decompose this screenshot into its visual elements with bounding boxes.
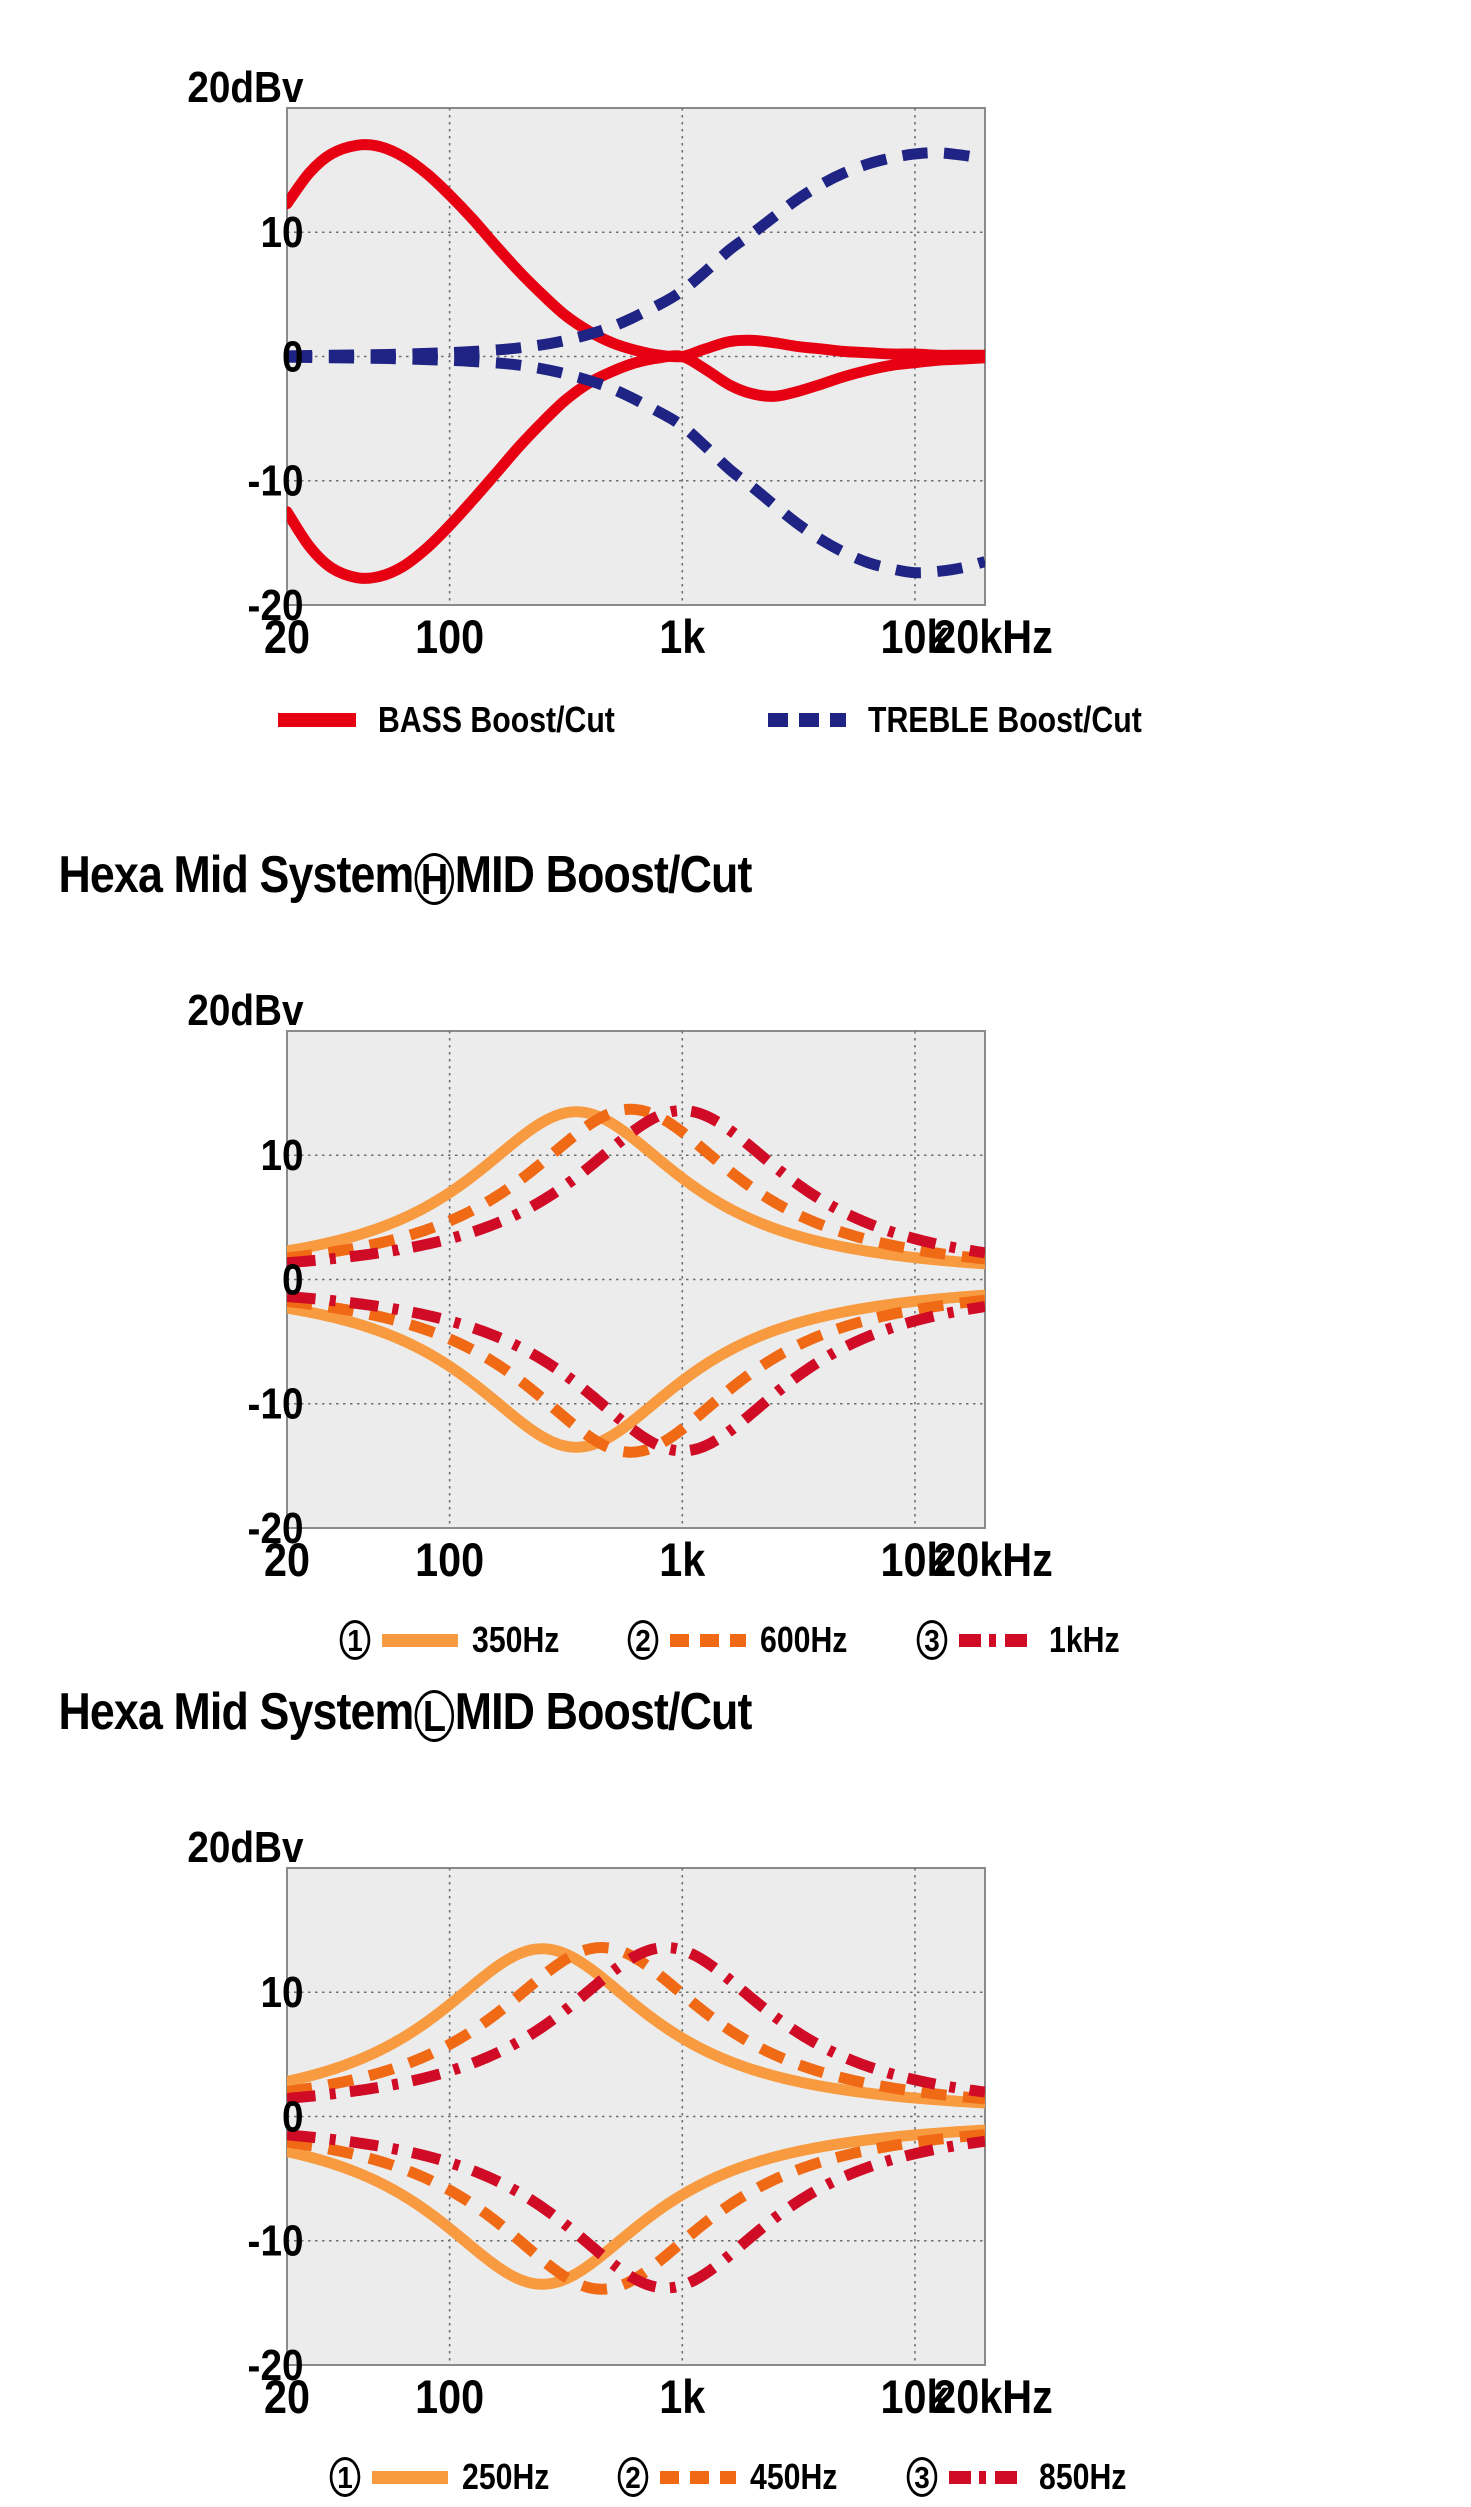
y-axis-tick-label: 0: [282, 331, 304, 381]
y-axis-tick-label: 0: [282, 2091, 304, 2141]
x-axis-tick-label: 1k: [659, 1535, 705, 1587]
y-axis-unit-label: 20dBv: [187, 1822, 303, 1872]
line-swatch-dashdot-icon: [948, 2470, 1025, 2484]
legend-item-label: 250Hz: [462, 2456, 550, 2497]
x-axis-tick-label: 20kHz: [933, 2372, 1053, 2424]
legend-item-label: TREBLE Boost/Cut: [867, 699, 1142, 740]
y-axis-tick-label: -20: [248, 580, 304, 630]
chart-block-hexa-mid-l: Hexa Mid System L MID Boost/Cut 20dBv 10 0 -1…: [0, 1682, 1471, 2497]
curve-850hz-boost: [287, 1942, 985, 2104]
y-axis-tick-label: 10: [260, 1130, 303, 1180]
title-text-post: MID Boost/Cut: [454, 846, 753, 904]
line-swatch-dashed-icon: [767, 713, 846, 727]
x-axis-tick-label: 100: [415, 1535, 484, 1587]
legend-item-label: 1kHz: [1048, 1619, 1120, 1660]
x-axis-tick-label: 20: [264, 1535, 310, 1587]
legend-badge-1: 1: [330, 2457, 361, 2497]
legend-item[interactable]: 2 450Hz: [616, 2456, 854, 2498]
x-axis-tick-label: 20: [264, 612, 310, 664]
curves-group: [287, 1942, 985, 2295]
curve-1khz-cut: [287, 1291, 985, 1457]
chart-title-hexa-mid-l: Hexa Mid System L MID Boost/Cut: [0, 1682, 1265, 1742]
x-axis-tick-label: 20: [264, 2372, 310, 2424]
y-axis-tick-label: -10: [248, 455, 304, 505]
legend-item-label: 350Hz: [472, 1619, 560, 1660]
x-axis-tick-label: 10k: [880, 2372, 949, 2424]
legend-item-label: 600Hz: [760, 1619, 848, 1660]
title-badge-h: H: [414, 853, 454, 905]
line-swatch-solid-icon: [382, 1633, 459, 1647]
chart-title-hexa-mid-h: Hexa Mid System H MID Boost/Cut: [0, 845, 1265, 905]
legend-item-label: 450Hz: [750, 2456, 838, 2497]
chart-block-bass-treble: 20dBv 10 0 -10 -20 20 100 1k 10k 20kHz BASS Boost…: [0, 0, 1471, 780]
y-axis-tick-label: -20: [248, 2340, 304, 2390]
legend-item[interactable]: BASS Boost/Cut: [277, 699, 660, 741]
y-axis-unit-label: 20dBv: [187, 62, 303, 112]
line-swatch-dashdot-icon: [958, 1633, 1035, 1647]
line-swatch-dashed-icon: [670, 1633, 747, 1647]
legend-item[interactable]: 3 850Hz: [905, 2456, 1143, 2498]
y-axis-tick-label: 0: [282, 1254, 304, 1304]
curve-850hz-cut: [287, 2129, 985, 2294]
legend-item[interactable]: 1 250Hz: [328, 2456, 566, 2498]
curve-600hz-cut: [287, 1294, 985, 1458]
legend-badge-1: 1: [340, 1620, 371, 1660]
legend-item[interactable]: 3 1kHz: [915, 1619, 1133, 1661]
plot-area-background: [286, 1867, 986, 2366]
x-axis-tick-label: 100: [415, 2372, 484, 2424]
curve-1khz-boost: [287, 1105, 985, 1269]
legend-badge-2: 2: [618, 2457, 649, 2497]
plot-hexa-mid-h: 20dBv 10 0 -10 -20 20 100 1k 10k 20kHz: [0, 923, 1471, 1623]
x-axis-tick-label: 100: [415, 612, 484, 664]
line-swatch-dashed-icon: [660, 2470, 737, 2484]
line-swatch-solid-icon: [372, 2470, 449, 2484]
curves-group: [287, 139, 985, 584]
x-axis-tick-label: 1k: [659, 2372, 705, 2424]
y-axis-tick-label: -20: [248, 1503, 304, 1553]
x-axis-tick-label: 10k: [880, 1535, 949, 1587]
y-axis-tick-label: -10: [248, 2215, 304, 2265]
curve-600hz-boost: [287, 1103, 985, 1265]
y-axis-tick-label: 10: [260, 207, 303, 257]
curve-250hz-boost: [287, 1943, 985, 2109]
chart-block-hexa-mid-h: Hexa Mid System H MID Boost/Cut 20dBv 10 0 -1…: [0, 845, 1471, 1660]
curve-bass-boost: [287, 139, 985, 363]
legend-hexa-mid-l: 1 250Hz 2 450Hz 3 850Hz: [0, 2447, 1471, 2507]
title-text-pre: Hexa Mid System: [58, 1683, 414, 1741]
x-axis-tick-label: 10k: [880, 612, 949, 664]
x-axis-tick-label: 20kHz: [933, 612, 1053, 664]
curve-bass-cut: [287, 350, 985, 584]
curve-350hz-cut: [287, 1289, 985, 1453]
x-axis-tick-label: 1k: [659, 612, 705, 664]
y-axis-tick-label: 10: [260, 1967, 303, 2017]
legend-badge-3: 3: [916, 1620, 947, 1660]
y-axis-unit-label: 20dBv: [187, 985, 303, 1035]
curve-treble-cut: [287, 351, 985, 579]
legend-item-label: BASS Boost/Cut: [377, 699, 615, 740]
legend-hexa-mid-h: 1 350Hz 2 600Hz 3 1kHz: [0, 1610, 1471, 1670]
legend-item[interactable]: 2 600Hz: [626, 1619, 864, 1661]
y-axis-tick-label: -10: [248, 1378, 304, 1428]
title-text-post: MID Boost/Cut: [454, 1683, 753, 1741]
legend-bass-treble: BASS Boost/Cut TREBLE Boost/Cut: [0, 690, 1471, 750]
legend-item[interactable]: 1 350Hz: [338, 1619, 576, 1661]
title-text-pre: Hexa Mid System: [58, 846, 414, 904]
curve-350hz-boost: [287, 1106, 985, 1270]
curve-treble-boost: [287, 147, 985, 362]
plot-hexa-mid-l: 20dBv 10 0 -10 -20 20 100 1k 10k 20kHz: [0, 1760, 1471, 2460]
legend-badge-3: 3: [906, 2457, 937, 2497]
curves-group: [287, 1103, 985, 1458]
curve-250hz-cut: [287, 2124, 985, 2290]
legend-item-label: 850Hz: [1038, 2456, 1126, 2497]
x-axis-tick-label: 20kHz: [933, 1535, 1053, 1587]
legend-item[interactable]: TREBLE Boost/Cut: [767, 699, 1194, 741]
line-swatch-solid-icon: [277, 713, 356, 727]
title-badge-l: L: [414, 1690, 454, 1742]
plot-bass-treble: 20dBv 10 0 -10 -20 20 100 1k 10k 20kHz: [0, 0, 1471, 700]
legend-badge-2: 2: [628, 1620, 659, 1660]
